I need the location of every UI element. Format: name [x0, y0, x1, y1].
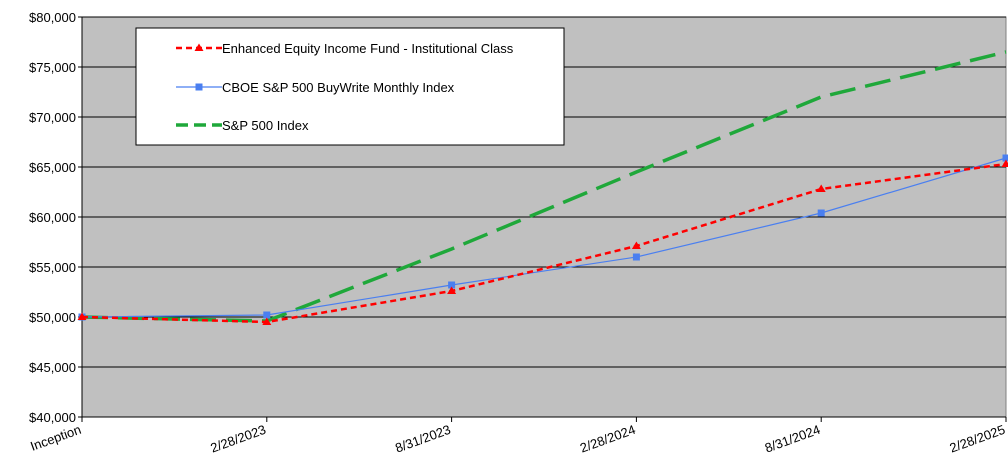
- legend-marker-buywrite: [196, 84, 203, 91]
- x-tick-label: 8/31/2024: [763, 422, 822, 456]
- y-tick-label: $80,000: [29, 10, 76, 25]
- y-tick-label: $55,000: [29, 260, 76, 275]
- y-tick-label: $40,000: [29, 410, 76, 425]
- data-point: [263, 312, 270, 319]
- y-tick-label: $45,000: [29, 360, 76, 375]
- y-tick-label: $75,000: [29, 60, 76, 75]
- y-tick-label: $70,000: [29, 110, 76, 125]
- x-tick-label: Inception: [28, 422, 83, 454]
- legend-label-sp500: S&P 500 Index: [222, 118, 309, 133]
- data-point: [818, 210, 825, 217]
- legend: Enhanced Equity Income Fund - Institutio…: [136, 28, 564, 145]
- x-tick-label: 2/28/2025: [948, 422, 1007, 456]
- y-axis: $40,000 $45,000 $50,000 $55,000 $60,000 $65,0…: [29, 10, 82, 425]
- data-point: [633, 254, 640, 261]
- x-tick-label: 2/28/2023: [208, 422, 267, 456]
- x-tick-label: 2/28/2024: [578, 422, 637, 456]
- legend-label-fund: Enhanced Equity Income Fund - Institutio…: [222, 41, 514, 56]
- legend-label-buywrite: CBOE S&P 500 BuyWrite Monthly Index: [222, 80, 455, 95]
- data-point: [1003, 155, 1008, 162]
- y-tick-label: $60,000: [29, 210, 76, 225]
- x-tick-label: 8/31/2023: [393, 422, 452, 456]
- y-tick-label: $50,000: [29, 310, 76, 325]
- x-axis: Inception 2/28/2023 8/31/2023 2/28/2024 8/31…: [28, 417, 1007, 456]
- y-tick-label: $65,000: [29, 160, 76, 175]
- legend-item-fund: Enhanced Equity Income Fund - Institutio…: [176, 41, 514, 56]
